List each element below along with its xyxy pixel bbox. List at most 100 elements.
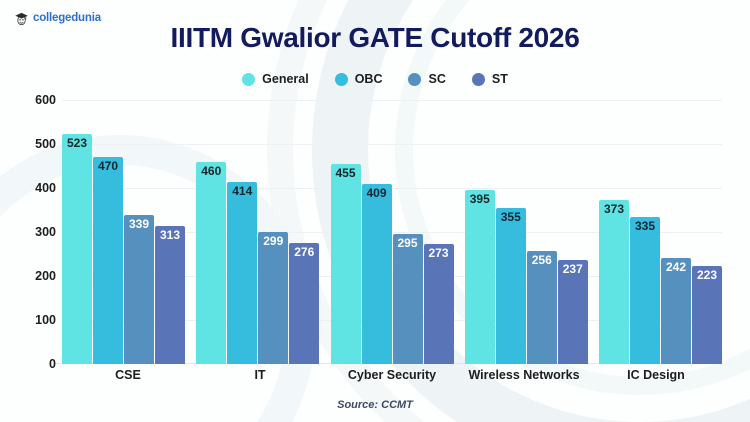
bar-slot: 460 — [196, 161, 227, 364]
bar-slot: 237 — [557, 259, 588, 364]
bar[interactable]: 470 — [93, 157, 123, 364]
source-caption: Source: CCMT — [337, 399, 413, 411]
bar-value-label: 470 — [97, 159, 119, 174]
y-axis-tick-label: 300 — [35, 225, 56, 239]
bar-slot: 523 — [62, 133, 92, 364]
legend-swatch-icon — [471, 72, 485, 86]
bar[interactable]: 313 — [155, 226, 185, 364]
legend-item-label: OBC — [354, 72, 383, 86]
bar-groups: 523 470 339 313 460 414 299 276 455 409 295 273 395 3… — [62, 100, 722, 364]
x-axis-category-label: IT — [254, 368, 266, 382]
bar-slot: 295 — [392, 234, 423, 364]
bar-slot: 409 — [361, 184, 392, 364]
bar-value-label: 242 — [665, 259, 687, 274]
bar-slot: 242 — [661, 257, 691, 364]
legend-item-obc[interactable]: OBC — [334, 72, 383, 86]
bar[interactable]: 223 — [692, 265, 722, 364]
logo-wordmark: collegedunia — [33, 11, 101, 24]
bar-slot: 470 — [93, 157, 123, 364]
bar-value-label: 395 — [469, 192, 490, 207]
bar-value-label: 523 — [66, 135, 88, 150]
bar[interactable]: 237 — [557, 259, 588, 364]
x-axis-labels: CSE IT Cyber Security Wireless Networks IC D… — [62, 368, 722, 382]
bar-slot: 273 — [423, 243, 454, 364]
bar-slot: 223 — [692, 265, 722, 364]
bar[interactable]: 395 — [464, 190, 495, 364]
bar[interactable]: 276 — [289, 242, 320, 364]
bar[interactable]: 299 — [258, 232, 289, 364]
bar[interactable]: 242 — [661, 257, 691, 364]
bar-slot: 335 — [630, 216, 660, 364]
bar-group: 395 355 256 237 — [464, 100, 588, 364]
bar-group: 455 409 295 273 — [330, 100, 454, 364]
legend-swatch-icon — [408, 72, 422, 86]
bar-value-label: 455 — [335, 165, 356, 180]
bar-value-label: 460 — [201, 163, 222, 178]
y-axis-tick-label: 500 — [35, 137, 56, 151]
bar-slot: 276 — [289, 242, 320, 364]
y-axis-tick-label: 0 — [49, 357, 56, 371]
bar-value-label: 339 — [128, 216, 150, 231]
bar-slot: 373 — [599, 199, 629, 364]
bar-value-label: 409 — [366, 186, 387, 201]
bar-value-label: 313 — [159, 228, 181, 243]
legend-item-sc[interactable]: SC — [408, 72, 446, 86]
x-axis-category-label: CSE — [115, 368, 141, 382]
bar-value-label: 256 — [531, 253, 552, 268]
collegedunia-logo[interactable]: collegedunia — [14, 11, 101, 26]
legend-item-st[interactable]: ST — [471, 72, 508, 86]
bar-slot: 339 — [124, 214, 154, 364]
bar-slot: 256 — [526, 251, 557, 364]
y-axis-tick-label: 200 — [35, 269, 56, 283]
bar[interactable]: 355 — [495, 207, 526, 364]
bar-group: 460 414 299 276 — [196, 100, 320, 364]
legend-item-label: ST — [491, 72, 508, 86]
bar-value-label: 273 — [428, 245, 449, 260]
bar[interactable]: 339 — [124, 214, 154, 364]
bar-slot: 299 — [258, 232, 289, 364]
chart-legend: General OBC SC ST — [0, 72, 750, 86]
bar-value-label: 299 — [263, 234, 284, 249]
bar-value-label: 223 — [696, 267, 718, 282]
bar[interactable]: 409 — [361, 184, 392, 364]
x-axis-category-label: IC Design — [627, 368, 685, 382]
bar[interactable]: 455 — [330, 163, 361, 364]
x-axis-category-label: Cyber Security — [347, 368, 437, 382]
bar-value-label: 355 — [500, 209, 521, 224]
y-axis-tick-label: 400 — [35, 181, 56, 195]
legend-swatch-icon — [242, 72, 256, 86]
y-axis-labels: 0 100 200 300 400 500 600 — [0, 93, 56, 371]
bar[interactable]: 414 — [227, 181, 258, 364]
bar-value-label: 414 — [232, 183, 253, 198]
bar[interactable]: 460 — [196, 161, 227, 364]
bar[interactable]: 373 — [599, 199, 629, 364]
bar-group: 373 335 242 223 — [599, 100, 722, 364]
bar[interactable]: 256 — [526, 251, 557, 364]
bar-value-label: 295 — [397, 236, 418, 251]
bar[interactable]: 335 — [630, 216, 660, 364]
bar-value-label: 373 — [603, 201, 625, 216]
bar-value-label: 237 — [562, 261, 583, 276]
chart-title: IIITM Gwalior GATE Cutoff 2026 — [170, 22, 580, 53]
bar-slot: 355 — [495, 207, 526, 364]
x-axis-category-label: Wireless Networks — [468, 368, 580, 382]
bar-value-label: 276 — [294, 244, 315, 259]
bar-slot: 455 — [330, 163, 361, 364]
legend-item-label: SC — [428, 72, 446, 86]
bar[interactable]: 523 — [62, 133, 92, 364]
bar-slot: 313 — [155, 226, 185, 364]
legend-swatch-icon — [334, 72, 348, 86]
legend-item-label: General — [262, 72, 309, 86]
bar-value-label: 335 — [634, 218, 656, 233]
bar[interactable]: 273 — [423, 243, 454, 364]
bar[interactable]: 295 — [392, 234, 423, 364]
plot-area: 523 470 339 313 460 414 299 276 455 409 295 273 395 3… — [54, 100, 722, 364]
bar-slot: 395 — [464, 190, 495, 364]
bar-group: 523 470 339 313 — [62, 100, 185, 364]
y-axis-tick-label: 600 — [35, 93, 56, 107]
bar-slot: 414 — [227, 181, 258, 364]
y-axis-tick-label: 100 — [35, 313, 56, 327]
graduate-cap-avatar-icon — [15, 12, 28, 26]
legend-item-general[interactable]: General — [242, 72, 309, 86]
